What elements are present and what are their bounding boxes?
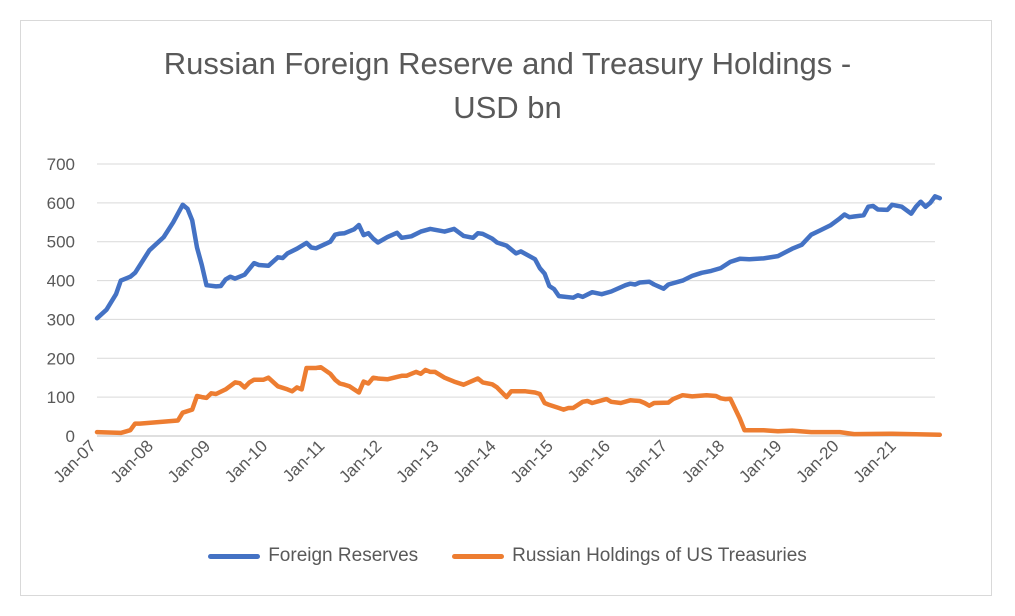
y-axis-ticks: 0 100 200 300 400 500 600 700 bbox=[47, 155, 75, 446]
x-tick-label: Jan-09 bbox=[164, 436, 214, 486]
series-lines bbox=[94, 194, 943, 438]
y-tick-label: 600 bbox=[47, 194, 75, 213]
legend-item-foreign-reserves: Foreign Reserves bbox=[208, 545, 418, 567]
y-tick-label: 500 bbox=[47, 233, 75, 252]
y-tick-label: 300 bbox=[47, 310, 75, 329]
legend-item-us-treasuries: Russian Holdings of US Treasuries bbox=[452, 545, 807, 567]
x-axis-ticks: Jan-07 Jan-08 Jan-09 Jan-10 Jan-11 Jan-12 Jan-… bbox=[50, 436, 900, 486]
x-tick-label: Jan-11 bbox=[279, 436, 328, 485]
x-tick-label: Jan-14 bbox=[450, 436, 500, 486]
series-line-us-treasuries bbox=[94, 364, 943, 438]
x-tick-label: Jan-20 bbox=[792, 436, 842, 486]
legend: Foreign Reserves Russian Holdings of US … bbox=[0, 545, 1015, 567]
x-tick-label: Jan-16 bbox=[564, 436, 614, 486]
legend-label-foreign-reserves: Foreign Reserves bbox=[268, 545, 419, 566]
x-tick-label: Jan-08 bbox=[107, 436, 157, 486]
chart-frame bbox=[20, 20, 992, 596]
series-line-foreign-reserves bbox=[94, 194, 943, 321]
x-tick-label: Jan-13 bbox=[392, 436, 442, 486]
x-tick-label: Jan-10 bbox=[221, 436, 271, 486]
legend-swatch-us-treasuries bbox=[452, 553, 505, 559]
x-tick-label: Jan-18 bbox=[678, 436, 728, 486]
y-tick-label: 400 bbox=[47, 272, 75, 291]
y-tick-label: 100 bbox=[47, 388, 75, 407]
x-tick-label: Jan-15 bbox=[507, 436, 557, 486]
x-tick-label: Jan-21 bbox=[850, 436, 900, 486]
x-tick-label: Jan-19 bbox=[735, 436, 785, 486]
chart-title: Russian Foreign Reserve and Treasury Hol… bbox=[163, 46, 852, 125]
gridlines bbox=[97, 163, 935, 437]
legend-swatch-foreign-reserves bbox=[208, 553, 261, 559]
y-tick-label: 700 bbox=[47, 155, 75, 174]
y-tick-label: 0 bbox=[66, 427, 75, 446]
legend-label-us-treasuries: Russian Holdings of US Treasuries bbox=[512, 545, 807, 566]
x-tick-label: Jan-17 bbox=[621, 436, 671, 486]
x-tick-label: Jan-12 bbox=[335, 436, 385, 486]
y-tick-label: 200 bbox=[47, 349, 75, 368]
